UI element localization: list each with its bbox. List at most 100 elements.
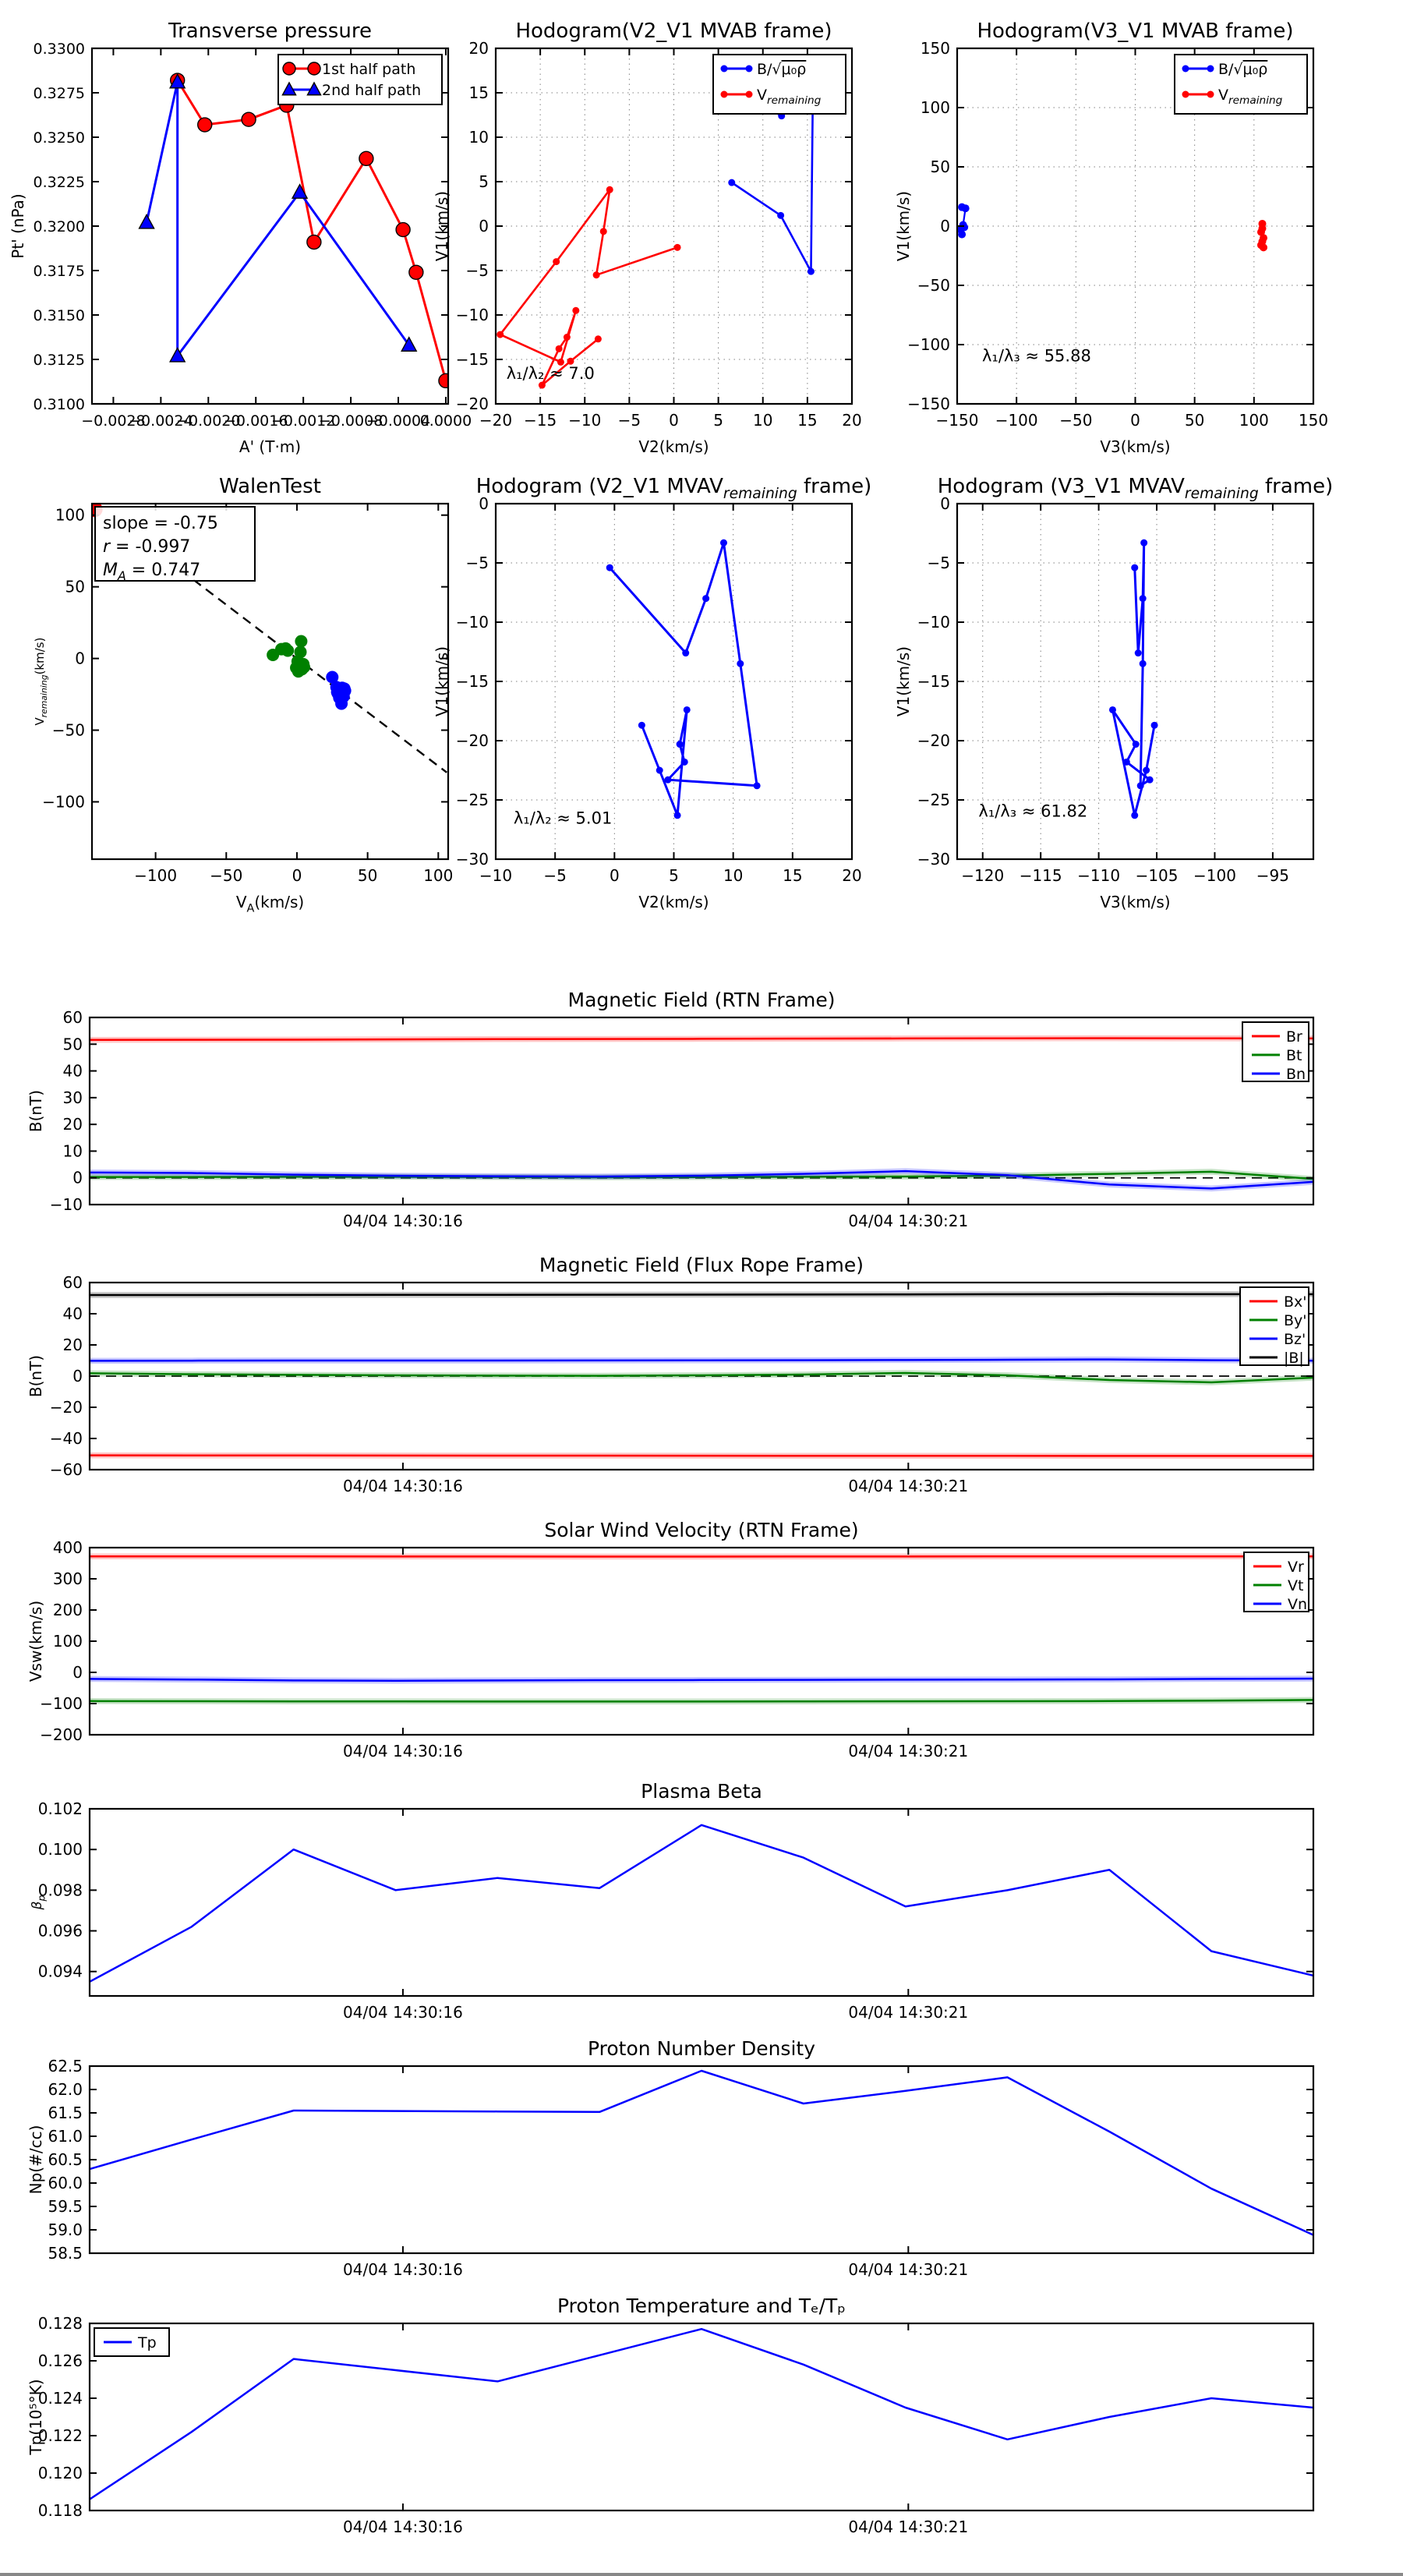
x-tick-label: 04/04 14:30:21 (848, 1212, 968, 1230)
x-tick-label: 50 (358, 866, 377, 885)
x-tick-label: −15 (524, 411, 557, 430)
legend-label: B/√μ₀ρ (757, 61, 806, 78)
y-tick-label: 0 (940, 217, 950, 235)
y-tick-label: 0.118 (38, 2501, 83, 2520)
marker-circle (958, 231, 966, 239)
marker-circle (721, 91, 728, 98)
marker-circle (808, 268, 815, 275)
x-tick-label: −115 (1020, 866, 1062, 885)
y-tick-label: 0.120 (38, 2464, 83, 2482)
stats-line: MA = 0.747 (103, 561, 200, 583)
marker-circle (674, 244, 681, 251)
y-tick-label: 0 (75, 649, 85, 668)
legend-label: Bz' (1284, 1331, 1306, 1348)
stats-line: slope = -0.75 (103, 514, 218, 533)
y-tick-label: 20 (63, 1336, 83, 1354)
x-axis-label: A' (T·m) (239, 437, 301, 456)
y-tick-label: 60 (63, 1008, 83, 1027)
plot-title: Hodogram(V2_V1 MVAB frame) (515, 19, 832, 43)
marker-circle (283, 62, 295, 75)
marker-circle (572, 307, 579, 314)
plot-title: Solar Wind Velocity (RTN Frame) (544, 1519, 858, 1541)
x-tick-label: 04/04 14:30:21 (848, 2260, 968, 2279)
y-tick-label: −100 (40, 1694, 83, 1713)
plot-title: Transverse pressure (168, 19, 372, 43)
plot-title: Hodogram(V3_V1 MVAB frame) (977, 19, 1293, 43)
y-axis-label: B(nT) (27, 1355, 45, 1397)
legend-label: |B| (1284, 1350, 1304, 1367)
y-tick-label: −60 (50, 1460, 83, 1479)
x-tick-label: 100 (423, 866, 453, 885)
series-Vt (90, 1700, 1313, 1701)
y-tick-label: −5 (928, 554, 950, 572)
y-tick-label: 62.0 (48, 2080, 83, 2099)
x-axis-label: V3(km/s) (1100, 437, 1170, 456)
x-tick-label: 04/04 14:30:16 (343, 1477, 463, 1495)
x-tick-label: −5 (618, 411, 641, 430)
x-tick-label: 0 (292, 866, 302, 885)
marker-circle (198, 118, 212, 132)
y-tick-label: 50 (65, 578, 85, 596)
y-tick-label: 300 (53, 1569, 83, 1588)
y-tick-label: −20 (456, 731, 489, 750)
y-tick-label: −150 (907, 395, 950, 413)
marker-circle (564, 334, 571, 341)
marker-circle (359, 151, 373, 165)
plot-title: Magnetic Field (Flux Rope Frame) (539, 1254, 864, 1276)
x-tick-label: 50 (1185, 411, 1204, 430)
y-tick-label: 50 (63, 1035, 83, 1053)
x-tick-label: −50 (1059, 411, 1092, 430)
marker-circle (307, 235, 321, 249)
y-tick-label: 61.0 (48, 2127, 83, 2146)
x-tick-label: 0 (669, 411, 679, 430)
marker-circle (1147, 777, 1154, 784)
marker-circle (746, 65, 753, 73)
y-tick-label: 58.5 (48, 2244, 83, 2263)
marker-circle (1140, 540, 1147, 547)
legend: Tp (94, 2328, 169, 2356)
marker-circle (1109, 706, 1116, 713)
marker-circle (754, 782, 761, 789)
legend-label: 1st half path (322, 61, 415, 78)
annotation: λ₁/λ₂ ≈ 5.01 (514, 809, 612, 827)
y-tick-label: −5 (466, 554, 489, 572)
marker-circle (721, 65, 728, 73)
marker-circle (1260, 243, 1267, 251)
marker-circle (1135, 649, 1142, 656)
series-line (90, 1294, 1313, 1295)
y-tick-label: 100 (53, 1632, 83, 1651)
x-tick-label: 20 (842, 866, 861, 885)
y-tick-label: 60 (63, 1273, 83, 1292)
marker-circle (638, 722, 645, 729)
marker-circle (1182, 91, 1189, 98)
marker-circle (295, 663, 308, 675)
y-axis-label: Pt' (nPa) (9, 193, 27, 258)
y-tick-label: 0.3300 (34, 41, 85, 58)
marker-circle (720, 540, 727, 547)
marker-circle (728, 179, 735, 186)
marker-circle (746, 91, 753, 98)
marker-circle (1151, 722, 1158, 729)
marker-circle (962, 204, 970, 212)
y-axis-label: V1(km/s) (894, 646, 913, 717)
y-tick-label: 59.5 (48, 2197, 83, 2216)
series-Br (90, 1039, 1313, 1040)
y-tick-label: 20 (469, 39, 489, 58)
y-axis-label: V1(km/s) (433, 191, 451, 261)
y-tick-label: −25 (456, 791, 489, 809)
x-tick-label: −95 (1256, 866, 1289, 885)
y-tick-label: 59.0 (48, 2220, 83, 2239)
marker-circle (409, 265, 423, 279)
y-axis-label: V1(km/s) (894, 191, 913, 261)
y-axis-label: Vsw(km/s) (27, 1601, 45, 1682)
marker-circle (281, 644, 294, 656)
y-tick-label: −10 (50, 1195, 83, 1214)
y-tick-label: 0.094 (38, 1962, 83, 1981)
marker-circle (682, 649, 689, 656)
y-tick-label: 40 (63, 1304, 83, 1323)
y-tick-label: 0.3100 (34, 396, 85, 413)
